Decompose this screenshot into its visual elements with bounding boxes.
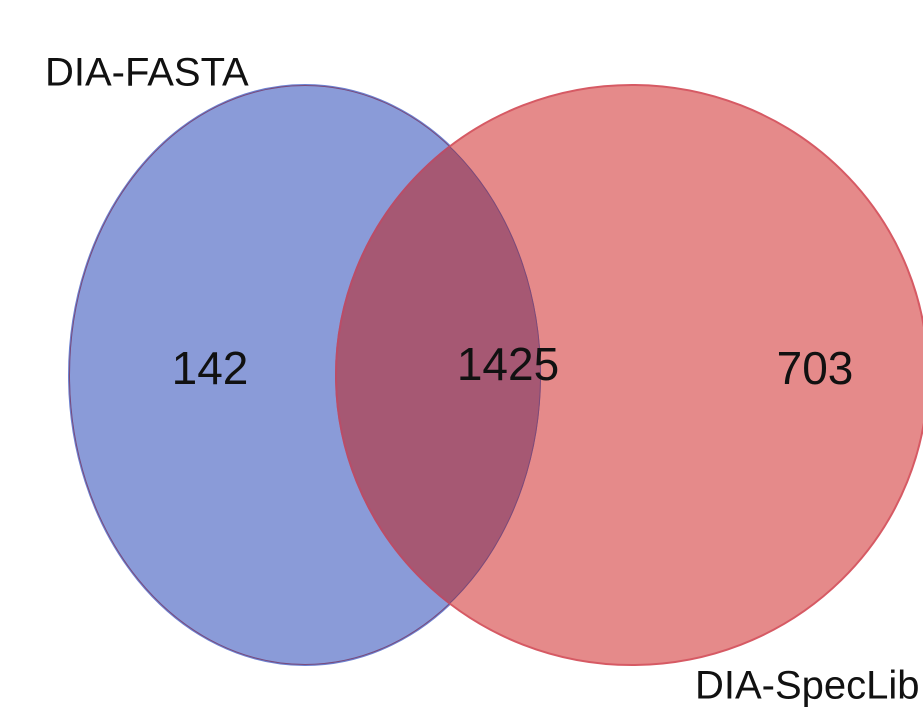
venn-shapes — [68, 84, 923, 666]
region-count: 703 — [777, 342, 854, 394]
region-count: 142 — [172, 342, 249, 394]
region-count: 1425 — [457, 338, 559, 390]
set-label: DIA-SpecLib — [695, 664, 920, 707]
overlap — [336, 85, 541, 665]
set-label: DIA-FASTA — [45, 51, 249, 95]
set-outline — [335, 85, 541, 665]
